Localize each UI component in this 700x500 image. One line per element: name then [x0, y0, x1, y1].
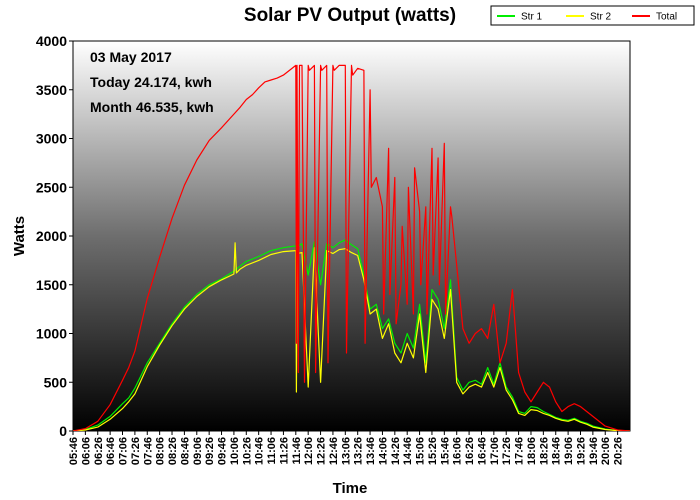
- x-tick-label: 14:26: [390, 437, 402, 465]
- x-tick-label: 05:46: [68, 437, 80, 465]
- x-tick-label: 09:26: [204, 437, 216, 465]
- x-tick-label: 12:26: [316, 437, 328, 465]
- y-tick-label: 500: [44, 374, 68, 390]
- x-axis-label: Time: [333, 480, 368, 497]
- y-tick-label: 0: [59, 423, 67, 439]
- legend: Str 1 Str 2 Total: [490, 5, 695, 26]
- x-tick-label: 13:46: [365, 437, 377, 465]
- annotations: 03 May 2017 Today 24.174, kwh Month 46.535…: [90, 49, 214, 115]
- x-tick-label: 20:06: [600, 437, 612, 465]
- x-tick-label: 19:26: [575, 437, 587, 465]
- y-axis-label: Watts: [11, 216, 28, 256]
- annotation-3: Month 46.535, kwh: [90, 99, 214, 115]
- y-tick-label: 3500: [36, 82, 67, 98]
- y-tick-label: 4000: [36, 33, 67, 49]
- x-tick-label: 10:26: [241, 437, 253, 465]
- series-line-total: [73, 64, 630, 431]
- x-tick-label: 15:26: [427, 437, 439, 465]
- x-tick-label: 18:06: [526, 437, 538, 465]
- x-tick-label: 11:26: [278, 437, 290, 465]
- x-tick-label: 16:26: [464, 437, 476, 465]
- y-tick-label: 1500: [36, 277, 67, 293]
- x-tick-label: 06:46: [105, 437, 117, 465]
- x-tick-label: 08:26: [167, 437, 179, 465]
- x-tick-label: 11:46: [291, 437, 303, 465]
- x-tick-label: 07:06: [118, 437, 130, 465]
- series-group: [73, 64, 630, 431]
- x-tick-label: 15:46: [439, 437, 451, 465]
- x-tick-label: 08:46: [179, 437, 191, 465]
- legend-label-str-1: Str 1: [521, 12, 543, 23]
- x-tick-label: 18:26: [538, 437, 550, 465]
- annotation-2: Today 24.174, kwh: [90, 74, 212, 90]
- x-tick-label: 13:26: [353, 437, 365, 465]
- x-tick-label: 06:06: [80, 437, 92, 465]
- x-tick-label: 13:06: [340, 437, 352, 465]
- x-tick-label: 08:06: [155, 437, 167, 465]
- x-tick-label: 15:06: [415, 437, 427, 465]
- x-tick-label: 12:06: [303, 437, 315, 465]
- chart-title: Solar PV Output (watts): [244, 5, 456, 26]
- x-tick-label: 19:46: [588, 437, 600, 465]
- x-tick-label: 17:26: [501, 437, 513, 465]
- x-axis: 05:46 06:06 06:26 06:46 07:06 07:26 07:46 08:06…: [68, 431, 625, 465]
- y-axis: 0 500 1000 1500 2000 2500 3000 3500 4000: [36, 33, 73, 439]
- x-tick-label: 07:46: [142, 437, 154, 465]
- x-tick-label: 17:46: [514, 437, 526, 465]
- x-tick-label: 14:06: [377, 437, 389, 465]
- y-tick-label: 1000: [36, 326, 67, 342]
- x-tick-label: 10:06: [229, 437, 241, 465]
- x-tick-label: 11:06: [266, 437, 278, 465]
- x-tick-label: 12:46: [328, 437, 340, 465]
- x-tick-label: 07:26: [130, 437, 142, 465]
- legend-box: [490, 5, 695, 26]
- x-tick-label: 10:46: [254, 437, 266, 465]
- x-tick-label: 06:26: [93, 437, 105, 465]
- x-tick-label: 09:06: [192, 437, 204, 465]
- y-tick-label: 2000: [36, 228, 67, 244]
- legend-label-str-2: Str 2: [590, 12, 612, 23]
- series-line-str-2: [73, 242, 630, 431]
- x-tick-label: 20:26: [613, 437, 625, 465]
- x-tick-label: 16:46: [476, 437, 488, 465]
- series-line-str-1: [73, 239, 630, 431]
- x-tick-label: 19:06: [563, 437, 575, 465]
- y-tick-label: 2500: [36, 179, 67, 195]
- annotation-1: 03 May 2017: [90, 49, 172, 65]
- x-tick-label: 14:46: [402, 437, 414, 465]
- y-tick-label: 3000: [36, 131, 67, 147]
- legend-label-total: Total: [656, 12, 677, 23]
- x-tick-label: 09:46: [217, 437, 229, 465]
- x-tick-label: 16:06: [452, 437, 464, 465]
- x-tick-label: 17:06: [489, 437, 501, 465]
- x-tick-label: 18:46: [551, 437, 563, 465]
